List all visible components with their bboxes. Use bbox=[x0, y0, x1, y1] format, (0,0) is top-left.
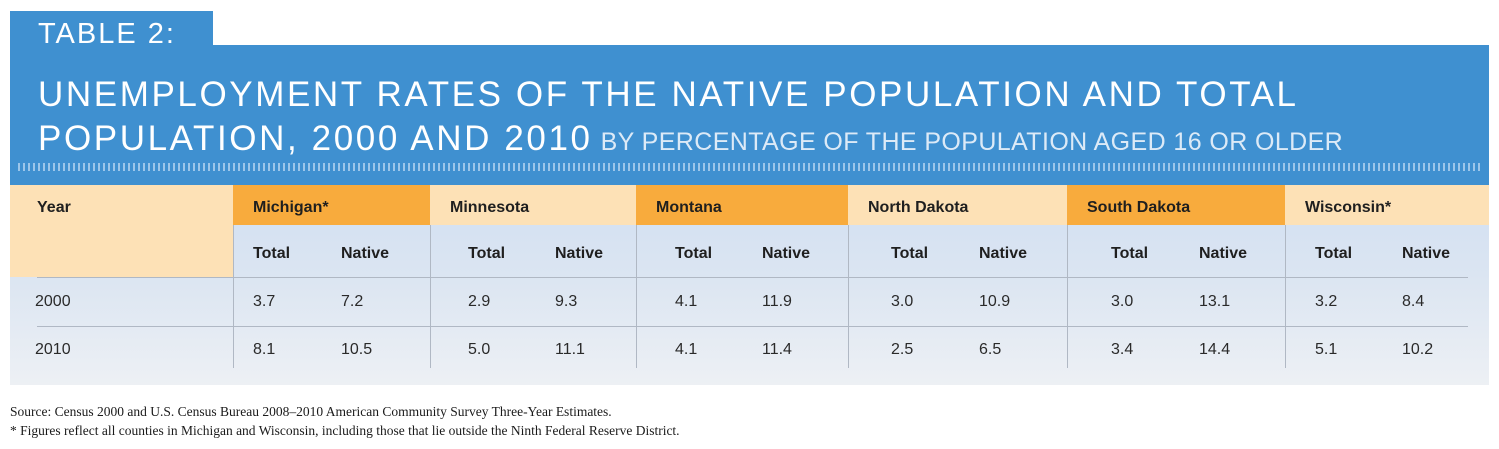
subheader-total: Total bbox=[675, 245, 713, 262]
row-divider bbox=[37, 277, 1468, 278]
column-divider bbox=[848, 225, 849, 368]
row-divider bbox=[37, 326, 1468, 327]
column-divider bbox=[233, 225, 234, 368]
table-title-line2: POPULATION, 2000 AND 2010 BY PERCENTAGE O… bbox=[38, 119, 1343, 159]
value-cell: 14.4 bbox=[1199, 341, 1231, 358]
value-cell: 11.4 bbox=[762, 341, 792, 358]
value-cell: 8.4 bbox=[1402, 293, 1425, 310]
column-divider bbox=[1067, 225, 1068, 368]
source-note: Source: Census 2000 and U.S. Census Bure… bbox=[10, 404, 612, 419]
column-divider bbox=[430, 225, 431, 368]
state-header-south-dakota: South Dakota bbox=[1067, 185, 1285, 225]
subheader-total: Total bbox=[253, 245, 291, 262]
value-cell: 10.9 bbox=[979, 293, 1011, 310]
subheader-total: Total bbox=[1111, 245, 1149, 262]
subheader-total: Total bbox=[1315, 245, 1353, 262]
subheader-total: Total bbox=[468, 245, 506, 262]
value-cell: 3.0 bbox=[891, 293, 914, 310]
table-subtitle: BY PERCENTAGE OF THE POPULATION AGED 16 … bbox=[600, 128, 1344, 156]
table-title-part2: POPULATION, 2000 AND 2010 bbox=[38, 119, 593, 158]
state-header-minnesota: Minnesota bbox=[430, 185, 636, 225]
state-header-north-dakota: North Dakota bbox=[848, 185, 1067, 225]
footnote: * Figures reflect all counties in Michig… bbox=[10, 423, 680, 438]
state-header-wisconsin: Wisconsin* bbox=[1285, 185, 1489, 225]
value-cell: 3.7 bbox=[253, 293, 276, 310]
title-banner: UNEMPLOYMENT RATES OF THE NATIVE POPULAT… bbox=[10, 45, 1489, 185]
value-cell: 7.2 bbox=[341, 293, 364, 310]
subheader-native: Native bbox=[1402, 245, 1451, 262]
value-cell: 3.2 bbox=[1315, 293, 1338, 310]
value-cell: 9.3 bbox=[555, 293, 578, 310]
value-cell: 5.0 bbox=[468, 341, 491, 358]
decorative-stripe bbox=[18, 163, 1481, 171]
value-cell: 5.1 bbox=[1315, 341, 1338, 358]
year-cell: 2010 bbox=[35, 341, 71, 358]
value-cell: 3.0 bbox=[1111, 293, 1134, 310]
state-header-michigan: Michigan* bbox=[233, 185, 430, 225]
column-divider bbox=[1285, 225, 1286, 368]
value-cell: 4.1 bbox=[675, 293, 698, 310]
value-cell: 13.1 bbox=[1199, 293, 1231, 310]
year-cell: 2000 bbox=[35, 293, 71, 310]
subheader-total: Total bbox=[891, 245, 929, 262]
data-table: Year Michigan* Minnesota Montana North D… bbox=[10, 185, 1489, 385]
subheader-native: Native bbox=[555, 245, 604, 262]
value-cell: 2.5 bbox=[891, 341, 914, 358]
value-cell: 10.2 bbox=[1402, 341, 1434, 358]
subheader-native: Native bbox=[979, 245, 1028, 262]
year-column-header: Year bbox=[10, 185, 233, 277]
value-cell: 11.1 bbox=[555, 341, 585, 358]
value-cell: 6.5 bbox=[979, 341, 1002, 358]
value-cell: 10.5 bbox=[341, 341, 373, 358]
subheader-native: Native bbox=[1199, 245, 1248, 262]
value-cell: 3.4 bbox=[1111, 341, 1134, 358]
column-divider bbox=[636, 225, 637, 368]
table-title: UNEMPLOYMENT RATES OF THE NATIVE POPULAT… bbox=[38, 75, 1299, 114]
value-cell: 4.1 bbox=[675, 341, 698, 358]
table-notes: Source: Census 2000 and U.S. Census Bure… bbox=[10, 402, 680, 440]
subheader-native: Native bbox=[762, 245, 811, 262]
subheader-native: Native bbox=[341, 245, 390, 262]
value-cell: 8.1 bbox=[253, 341, 276, 358]
state-header-montana: Montana bbox=[636, 185, 848, 225]
value-cell: 2.9 bbox=[468, 293, 491, 310]
value-cell: 11.9 bbox=[762, 293, 792, 310]
